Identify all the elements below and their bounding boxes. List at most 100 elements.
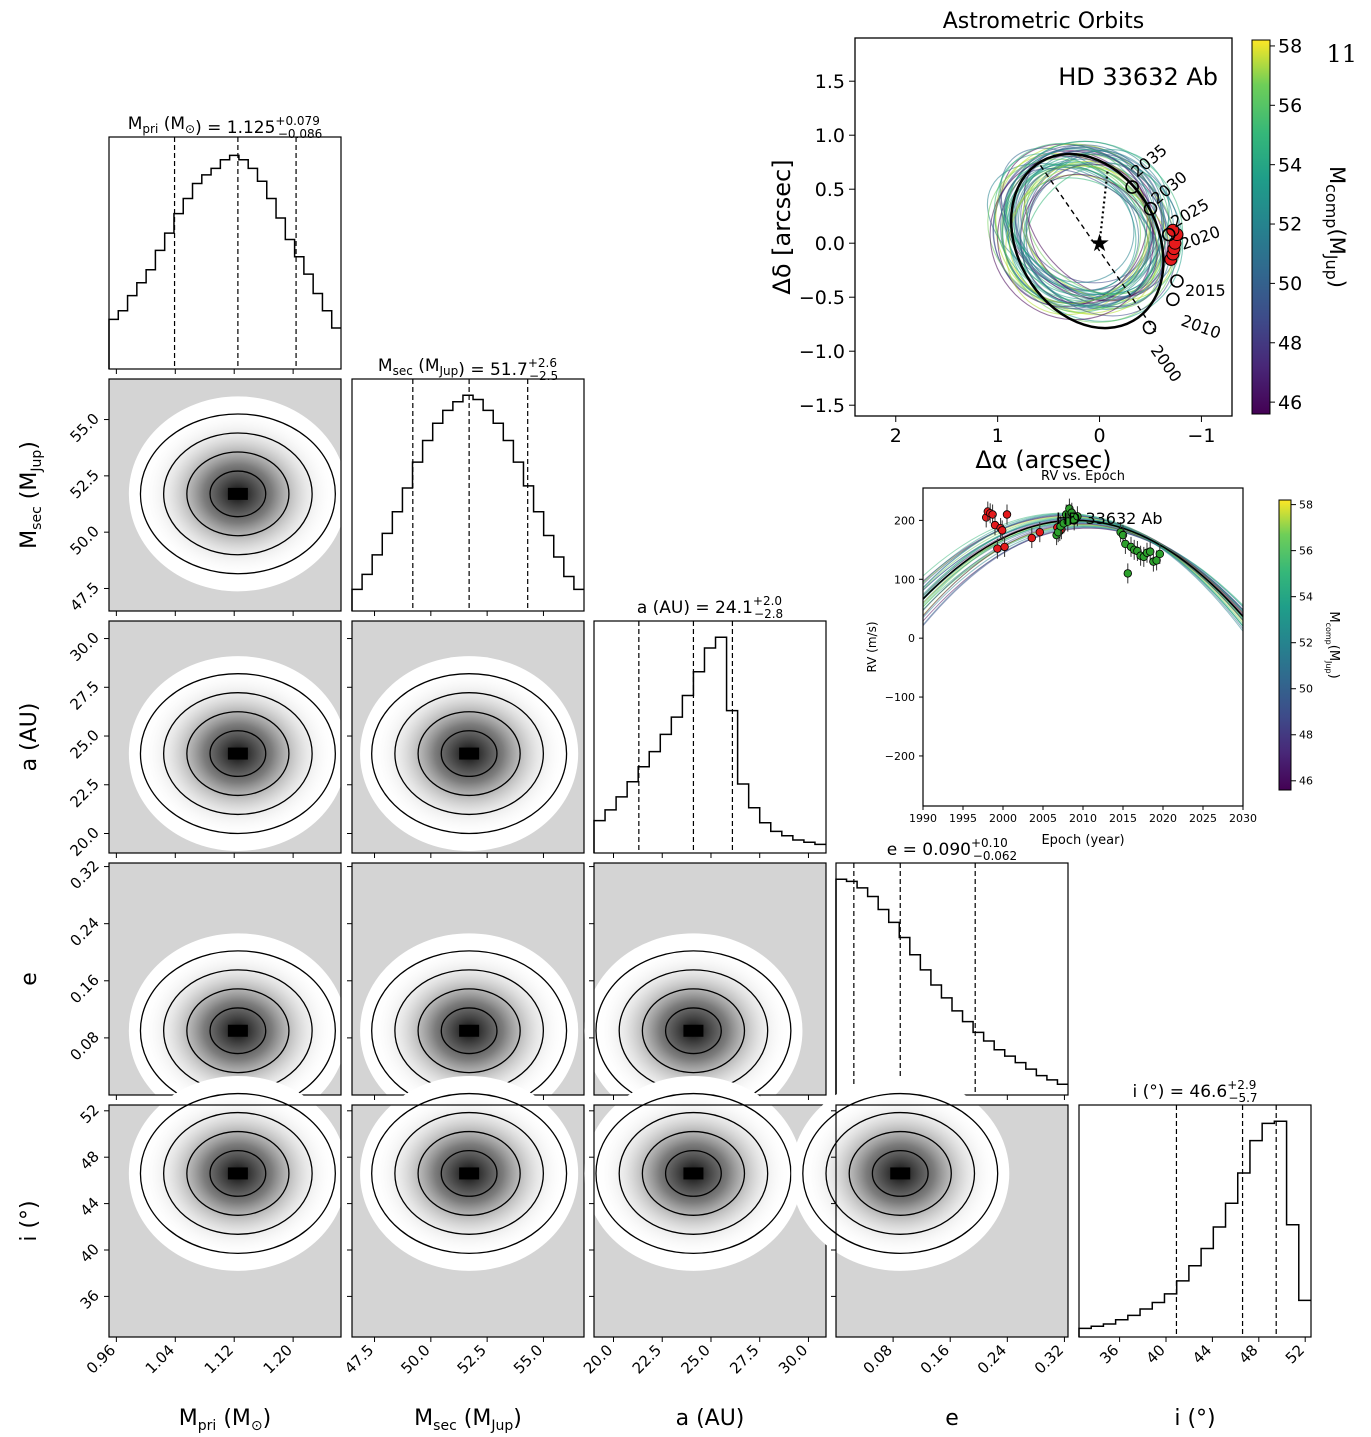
- contour-line: [394, 1111, 545, 1235]
- contour-line: [209, 730, 267, 778]
- contour-line: [825, 1111, 976, 1235]
- corner-cell-a-mpri: [104, 620, 347, 858]
- histogram-msec: [351, 394, 584, 611]
- corner-cell-inc-msec: [347, 1076, 585, 1342]
- rv-target-label: HD 33632 Ab: [1056, 509, 1163, 528]
- epoch-marker: [1170, 274, 1184, 288]
- histogram-a: [593, 636, 826, 853]
- colorbar-tick-label: 48: [1299, 729, 1313, 742]
- contour-line: [162, 432, 313, 556]
- corner-cell-msec-msec: Msec (MJup) = 51.7+2.6 −2.5: [351, 356, 585, 616]
- orbit-colorbar: [1251, 39, 1271, 415]
- corner-cell-inc-a: [584, 1076, 827, 1342]
- histogram-title-msec: Msec (MJup) = 51.7+2.6 −2.5: [378, 356, 558, 383]
- contour-line: [139, 413, 336, 575]
- x-tick-label: 0: [1093, 425, 1105, 447]
- x-tick-label: 55.0: [510, 1341, 546, 1377]
- corner-cell-inc-e: [791, 1076, 1069, 1342]
- rv-point: [1073, 512, 1082, 521]
- cell-frame: [835, 862, 1069, 1096]
- colorbar-tick-label: 58: [1278, 36, 1302, 58]
- orbit-track: [1017, 149, 1164, 296]
- orbit-track: [1003, 168, 1162, 308]
- contour-line: [440, 1007, 498, 1055]
- density-peak: [459, 1167, 480, 1180]
- cell-frame: [593, 620, 827, 854]
- contour-line: [371, 1092, 568, 1254]
- colorbar-tick-label: 46: [1278, 392, 1302, 414]
- x-tick-label: 2025: [1189, 812, 1217, 825]
- contour-line: [440, 730, 498, 778]
- x-tick-label: 40: [1143, 1341, 1169, 1367]
- y-tick-label: 200: [894, 514, 915, 527]
- y-tick-label: −100: [885, 691, 915, 704]
- rv-point: [1000, 542, 1009, 552]
- corner-plot: Mpri (M⊙) = 1.125+0.079 −0.086 Msec (MJup)…: [17, 114, 1312, 1434]
- x-tick-label: 0.24: [974, 1341, 1010, 1377]
- best-fit-orbit: [1009, 152, 1165, 330]
- y-tick-label: 0.32: [66, 857, 102, 893]
- x-axis-label-a: a (AU): [676, 1406, 745, 1431]
- y-tick-label: 0.16: [66, 971, 102, 1007]
- line-of-nodes: [1039, 165, 1157, 333]
- y-tick-label: 0.0: [815, 233, 845, 255]
- rv-title: RV vs. Epoch: [1041, 469, 1125, 484]
- colorbar-tick-label: 50: [1278, 273, 1302, 295]
- x-tick-label: 1: [992, 425, 1004, 447]
- histogram-title-mpri: Mpri (M⊙) = 1.125+0.079 −0.086: [128, 114, 323, 141]
- epoch-marker: [1142, 320, 1157, 335]
- rv-point: [1002, 510, 1012, 519]
- colorbar-tick-label: 54: [1278, 154, 1302, 176]
- rv-colorbar: [1278, 499, 1292, 791]
- page-number: 11: [1326, 40, 1357, 68]
- contour-line: [139, 673, 336, 835]
- rv-y-label: RV (m/s): [865, 621, 879, 672]
- x-tick-label: −1: [1187, 425, 1215, 447]
- y-axis-label-a: a (AU): [17, 703, 42, 772]
- corner-cell-msec-mpri: [104, 378, 347, 616]
- orbit-panel: Astrometric Orbits★HD 33632 Ab2035203020…: [768, 9, 1349, 474]
- contour-line: [186, 451, 290, 537]
- y-axis-label-inc: i (°): [17, 1200, 42, 1241]
- epoch-marker: [1143, 201, 1158, 216]
- x-tick-label: 1995: [949, 812, 977, 825]
- colorbar-tick-label: 58: [1299, 498, 1313, 511]
- x-tick-label: 52.5: [454, 1341, 490, 1377]
- y-tick-label: 25.0: [66, 726, 102, 762]
- histogram-e: [835, 878, 1068, 1095]
- y-tick-label: 36: [77, 1287, 103, 1313]
- x-axis-label-inc: i (°): [1174, 1406, 1215, 1431]
- contour-line: [417, 711, 521, 797]
- x-axis-label-mpri: Mpri (M⊙): [179, 1406, 271, 1434]
- cell-frame: [351, 1104, 585, 1338]
- x-tick-label: 1.20: [260, 1341, 296, 1377]
- epoch-marker: [1125, 180, 1139, 194]
- contour-line: [641, 988, 746, 1074]
- y-tick-label: 44: [77, 1194, 103, 1220]
- contour-line: [209, 1149, 267, 1197]
- contour-line: [209, 470, 267, 518]
- contour-line: [371, 673, 568, 835]
- contour-line: [417, 1130, 521, 1216]
- rv-colorbar-label: Mcomp(MJup): [1324, 611, 1341, 678]
- histogram-title-inc: i (°) = 46.6+2.9 −5.7: [1132, 1078, 1257, 1105]
- density-peak: [227, 487, 248, 500]
- corner-cell-e-a: [584, 862, 827, 1129]
- x-tick-label: 0.32: [1031, 1341, 1067, 1377]
- contour-line: [186, 1130, 290, 1216]
- colorbar-tick-label: 52: [1299, 637, 1313, 650]
- rv-point: [1027, 533, 1036, 543]
- orbit-track: [1025, 164, 1163, 295]
- colorbar-tick-label: 50: [1299, 683, 1313, 696]
- x-tick-label: 20.0: [580, 1341, 616, 1377]
- histogram-mpri: [108, 154, 341, 369]
- orbit-frame: [854, 37, 1233, 417]
- x-axis-label-msec: Msec (MJup): [414, 1406, 522, 1434]
- x-tick-label: 50.0: [397, 1341, 433, 1377]
- cell-frame: [108, 378, 342, 612]
- y-tick-label: 48: [77, 1147, 103, 1173]
- x-axis-label-e: e: [945, 1406, 959, 1431]
- x-tick-label: 0.16: [917, 1341, 953, 1377]
- x-tick-label: 2020: [1149, 812, 1177, 825]
